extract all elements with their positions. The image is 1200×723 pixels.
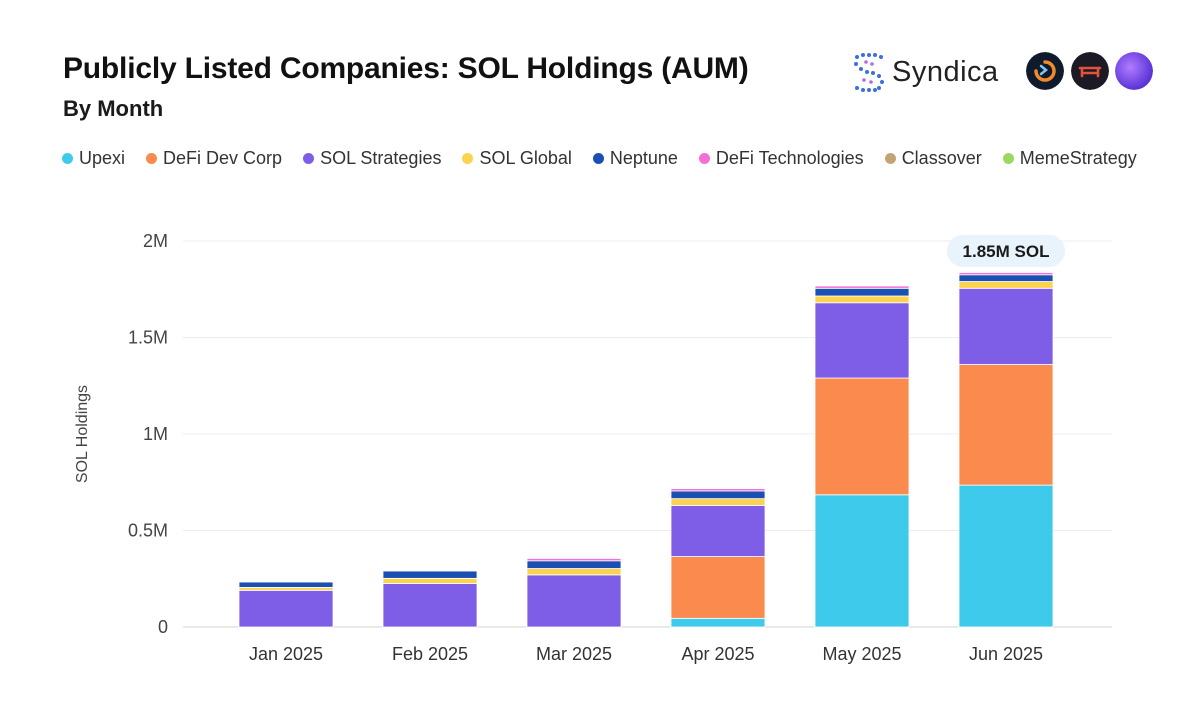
bar-segment-neptune xyxy=(958,274,1054,282)
y-tick-label: 1.5M xyxy=(128,328,168,348)
x-tick-label: May 2025 xyxy=(822,644,901,664)
bar-segment-sol-strategies xyxy=(238,589,334,628)
legend-swatch xyxy=(462,153,474,164)
bar-segment-sol-global xyxy=(958,281,1054,289)
x-tick-label: Jan 2025 xyxy=(249,644,323,664)
bar-segment-sol-global xyxy=(814,295,910,304)
y-tick-label: 2M xyxy=(143,231,168,251)
bar-segment-defi-technologies xyxy=(526,558,622,562)
bar-segment-defi-technologies xyxy=(814,285,910,289)
legend-item-upexi[interactable]: Upexi xyxy=(62,148,125,169)
legend-item-defi-technologies[interactable]: DeFi Technologies xyxy=(698,148,864,169)
bar-segment-neptune xyxy=(814,287,910,297)
total-annotation-pill xyxy=(947,234,1065,267)
legend-label: Upexi xyxy=(79,148,126,168)
x-tick-label: Mar 2025 xyxy=(536,644,612,664)
bar-segment-neptune xyxy=(382,570,478,579)
legend-item-defi-dev-corp[interactable]: DeFi Dev Corp xyxy=(146,148,282,169)
y-axis-title: SOL Holdings xyxy=(74,385,91,483)
x-tick-label: Feb 2025 xyxy=(392,644,468,664)
legend-swatch xyxy=(303,153,315,164)
partner-logo-orange-icon xyxy=(1026,52,1064,90)
legend-label: Neptune xyxy=(609,148,678,168)
legend-swatch xyxy=(592,153,604,164)
chart-subtitle: By Month xyxy=(63,96,164,121)
chart-legend: Upexi DeFi Dev Corp SOL Strategies SOL Glob… xyxy=(62,148,1137,169)
legend-item-classover[interactable]: Classover xyxy=(884,148,982,169)
bar-segment-sol-global xyxy=(670,498,766,506)
brand-name: Syndica xyxy=(892,55,999,88)
bar-segment-neptune xyxy=(526,560,622,569)
bar-segment-sol-global xyxy=(382,577,478,584)
legend-item-sol-strategies[interactable]: SOL Strategies xyxy=(303,148,441,169)
legend-label: MemeStrategy xyxy=(1019,148,1137,168)
bar-segment-sol-strategies xyxy=(526,574,622,628)
legend-label: DeFi Dev Corp xyxy=(163,148,283,168)
legend-item-sol-global[interactable]: SOL Global xyxy=(462,148,572,169)
y-tick-label: 0.5M xyxy=(128,521,168,541)
bar-segment-neptune xyxy=(670,490,766,500)
legend-swatch xyxy=(884,153,896,164)
legend-label: Classover xyxy=(901,148,982,168)
bar-segment-upexi xyxy=(670,617,766,628)
x-tick-label: Jun 2025 xyxy=(969,644,1043,664)
syndica-logo-icon xyxy=(854,53,884,92)
bar-segment-sol-strategies xyxy=(814,302,910,379)
legend-swatch xyxy=(146,153,158,164)
legend-item-memestrategy[interactable]: MemeStrategy xyxy=(1002,148,1137,169)
bar-segment-sol-strategies xyxy=(382,583,478,628)
bar-segment-sol-strategies xyxy=(670,505,766,557)
bar-segment-sol-global xyxy=(238,587,334,591)
bar-segment-memestrategy xyxy=(958,270,1054,272)
bar-segment-defi-dev-corp xyxy=(814,377,910,496)
legend-swatch xyxy=(1002,153,1014,164)
y-tick-label: 0 xyxy=(158,617,168,637)
bar-segment-defi-dev-corp xyxy=(958,364,1054,486)
bar-segment-upexi xyxy=(958,484,1054,628)
bar-segment-defi-dev-corp xyxy=(670,556,766,619)
chart-title: Publicly Listed Companies: SOL Holdings … xyxy=(63,52,749,85)
bar-segment-neptune xyxy=(238,581,334,588)
partner-logo-red-icon xyxy=(1071,52,1109,90)
syndica-brand: Syndica xyxy=(852,50,999,94)
legend-label: DeFi Technologies xyxy=(715,148,864,168)
bar-segment-sol-strategies xyxy=(958,287,1054,365)
partner-logo-purple-icon xyxy=(1115,52,1153,90)
bar-segment-upexi xyxy=(814,494,910,628)
legend-label: SOL Global xyxy=(479,148,572,168)
y-tick-label: 1M xyxy=(143,424,168,444)
legend-label: SOL Strategies xyxy=(320,148,442,168)
legend-item-neptune[interactable]: Neptune xyxy=(592,148,678,169)
bar-segment-sol-global xyxy=(526,568,622,576)
bar-segment-defi-technologies xyxy=(670,488,766,492)
legend-swatch xyxy=(62,153,73,164)
x-tick-label: Apr 2025 xyxy=(681,644,754,664)
legend-swatch xyxy=(698,153,710,164)
total-annotation-label: 1.85M SOL xyxy=(963,242,1050,261)
